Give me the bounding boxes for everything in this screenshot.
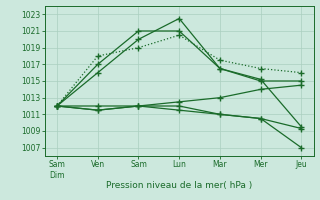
X-axis label: Pression niveau de la mer( hPa ): Pression niveau de la mer( hPa ): [106, 181, 252, 190]
